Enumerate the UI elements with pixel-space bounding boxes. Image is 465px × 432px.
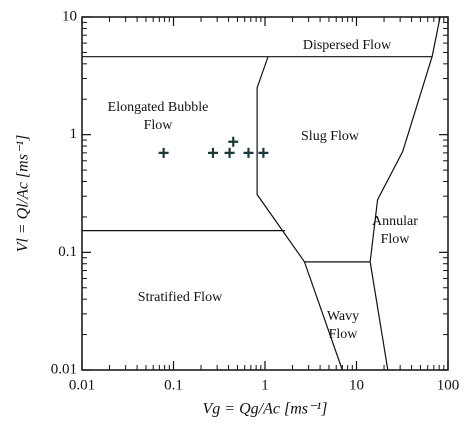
region-label: Flow <box>144 118 174 133</box>
x-axis-label: Vg = Qg/Ac [ms⁻¹] <box>203 401 328 418</box>
region-label: Stratified Flow <box>138 290 223 305</box>
data-point <box>158 147 169 158</box>
y-tick-label: 1 <box>70 126 78 142</box>
data-point <box>228 136 239 147</box>
region-label: Annular <box>372 214 418 229</box>
region-label: Flow <box>329 327 359 342</box>
data-point <box>224 147 235 158</box>
data-point <box>243 147 254 158</box>
plot-frame <box>81 16 449 371</box>
x-tick-label: 10 <box>349 377 364 393</box>
region-label: Slug Flow <box>301 129 360 144</box>
data-point <box>258 147 269 158</box>
y-tick-label: 10 <box>62 8 77 24</box>
x-tick-label: 100 <box>437 377 460 393</box>
x-tick-label: 1 <box>261 377 269 393</box>
y-tick-label: 0.01 <box>51 361 77 377</box>
regime-boundary <box>256 56 343 371</box>
y-axis-label: Vl = Ql/Ac [ms⁻¹] <box>15 135 32 253</box>
region-label: Elongated Bubble <box>108 100 209 115</box>
x-tick-label: 0.1 <box>164 377 183 393</box>
region-label: Dispersed Flow <box>303 38 392 53</box>
regime-boundary <box>369 16 441 371</box>
x-tick-label: 0.01 <box>69 377 95 393</box>
data-point <box>207 147 218 158</box>
region-label: Wavy <box>327 309 359 324</box>
region-label: Flow <box>381 232 411 247</box>
y-tick-label: 0.1 <box>58 244 77 260</box>
